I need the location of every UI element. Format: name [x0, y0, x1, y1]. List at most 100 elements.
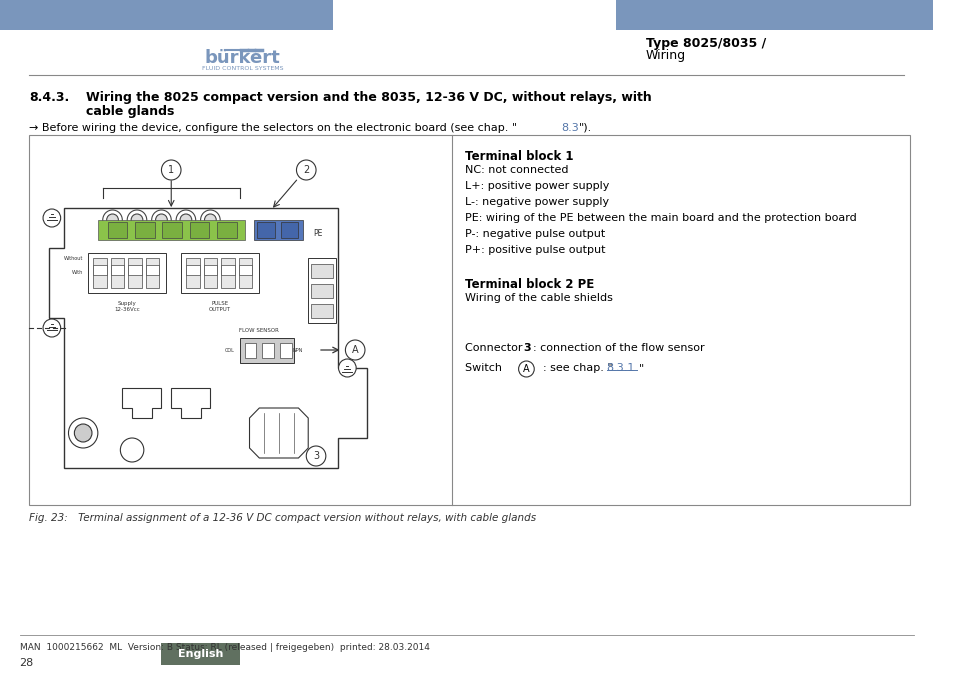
FancyBboxPatch shape	[238, 258, 253, 288]
Text: With: With	[71, 271, 83, 275]
Circle shape	[155, 214, 167, 226]
FancyBboxPatch shape	[30, 135, 909, 505]
Text: cable glands: cable glands	[86, 105, 174, 118]
Text: Connector: Connector	[464, 343, 525, 353]
Circle shape	[204, 214, 216, 226]
Text: COL: COL	[225, 349, 234, 353]
Circle shape	[103, 210, 122, 230]
Text: FLUID CONTROL SYSTEMS: FLUID CONTROL SYSTEMS	[202, 67, 283, 71]
Text: 8.3: 8.3	[561, 123, 578, 133]
FancyBboxPatch shape	[239, 338, 294, 363]
Text: NPN: NPN	[293, 349, 303, 353]
FancyBboxPatch shape	[203, 265, 217, 275]
Text: English: English	[177, 649, 223, 659]
Circle shape	[161, 160, 181, 180]
FancyBboxPatch shape	[88, 253, 166, 293]
FancyBboxPatch shape	[181, 253, 259, 293]
Text: : connection of the flow sensor: : connection of the flow sensor	[533, 343, 704, 353]
Text: 1: 1	[168, 165, 174, 175]
Text: Type 8025/8035 /: Type 8025/8035 /	[645, 36, 765, 50]
Text: Wiring the 8025 compact version and the 8035, 12-36 V DC, without relays, with: Wiring the 8025 compact version and the …	[86, 91, 651, 104]
FancyBboxPatch shape	[92, 265, 107, 275]
FancyBboxPatch shape	[108, 222, 127, 238]
Circle shape	[74, 424, 91, 442]
Text: P-: negative pulse output: P-: negative pulse output	[464, 229, 604, 239]
Circle shape	[518, 361, 534, 377]
Text: → Before wiring the device, configure the selectors on the electronic board (see: → Before wiring the device, configure th…	[30, 123, 517, 133]
FancyBboxPatch shape	[262, 343, 274, 358]
Text: Terminal block 1: Terminal block 1	[464, 150, 573, 163]
Circle shape	[69, 418, 98, 448]
FancyBboxPatch shape	[111, 258, 124, 288]
Circle shape	[306, 446, 326, 466]
FancyBboxPatch shape	[92, 258, 107, 288]
Text: bürkert: bürkert	[205, 49, 280, 67]
FancyBboxPatch shape	[203, 258, 217, 288]
Text: Fig. 23: Terminal assignment of a 12-36 V DC compact version without relays, wit: Fig. 23: Terminal assignment of a 12-36 …	[30, 513, 536, 523]
FancyBboxPatch shape	[279, 343, 292, 358]
Circle shape	[176, 210, 195, 230]
Polygon shape	[122, 388, 161, 418]
FancyBboxPatch shape	[186, 258, 199, 288]
Text: 3: 3	[523, 343, 531, 353]
FancyBboxPatch shape	[128, 265, 142, 275]
Text: 2: 2	[303, 165, 309, 175]
Text: Wiring of the cable shields: Wiring of the cable shields	[464, 293, 612, 303]
Text: A: A	[522, 364, 529, 374]
Text: NC: not connected: NC: not connected	[464, 165, 568, 175]
Text: Switch: Switch	[464, 363, 505, 373]
Circle shape	[338, 359, 355, 377]
FancyBboxPatch shape	[111, 265, 124, 275]
Circle shape	[120, 438, 144, 462]
FancyBboxPatch shape	[280, 222, 298, 238]
FancyBboxPatch shape	[128, 258, 142, 288]
Text: MAN  1000215662  ML  Version: B Status: RL (released | freigegeben)  printed: 28: MAN 1000215662 ML Version: B Status: RL …	[20, 643, 429, 652]
Text: 28: 28	[20, 658, 33, 668]
FancyBboxPatch shape	[161, 643, 239, 665]
FancyBboxPatch shape	[257, 222, 274, 238]
FancyBboxPatch shape	[311, 284, 333, 298]
FancyBboxPatch shape	[0, 0, 333, 30]
Text: L+: positive power supply: L+: positive power supply	[464, 181, 609, 191]
FancyBboxPatch shape	[616, 0, 932, 30]
Circle shape	[200, 210, 220, 230]
Text: Supply
12-36Vcc: Supply 12-36Vcc	[114, 301, 140, 312]
Circle shape	[43, 319, 61, 337]
Circle shape	[152, 210, 171, 230]
Text: PE: wiring of the PE between the main board and the protection board: PE: wiring of the PE between the main bo…	[464, 213, 856, 223]
FancyBboxPatch shape	[186, 265, 199, 275]
Polygon shape	[49, 208, 367, 468]
FancyBboxPatch shape	[238, 265, 253, 275]
FancyBboxPatch shape	[308, 258, 335, 323]
Circle shape	[127, 210, 147, 230]
FancyBboxPatch shape	[162, 222, 182, 238]
Circle shape	[43, 209, 61, 227]
Circle shape	[180, 214, 192, 226]
Polygon shape	[250, 408, 308, 458]
Text: Wiring: Wiring	[645, 50, 685, 63]
FancyBboxPatch shape	[135, 222, 154, 238]
Text: Without: Without	[64, 256, 83, 260]
FancyBboxPatch shape	[190, 222, 209, 238]
FancyBboxPatch shape	[217, 222, 236, 238]
Text: L-: negative power supply: L-: negative power supply	[464, 197, 608, 207]
Circle shape	[107, 214, 118, 226]
Text: ": "	[639, 363, 643, 373]
FancyBboxPatch shape	[311, 304, 333, 318]
FancyBboxPatch shape	[221, 258, 234, 288]
Text: : see chap. ": : see chap. "	[542, 363, 612, 373]
Text: Terminal block 2 PE: Terminal block 2 PE	[464, 278, 594, 291]
Polygon shape	[171, 388, 211, 418]
Circle shape	[345, 340, 365, 360]
FancyBboxPatch shape	[311, 264, 333, 278]
Text: P+: positive pulse output: P+: positive pulse output	[464, 245, 604, 255]
FancyBboxPatch shape	[146, 258, 159, 288]
Text: PULSE
OUTPUT: PULSE OUTPUT	[209, 301, 231, 312]
Circle shape	[296, 160, 315, 180]
Text: A: A	[352, 345, 358, 355]
FancyBboxPatch shape	[244, 343, 256, 358]
Circle shape	[131, 214, 143, 226]
FancyBboxPatch shape	[146, 265, 159, 275]
Text: 8.3.1: 8.3.1	[606, 363, 635, 373]
Text: FLOW SENSOR: FLOW SENSOR	[239, 328, 279, 332]
